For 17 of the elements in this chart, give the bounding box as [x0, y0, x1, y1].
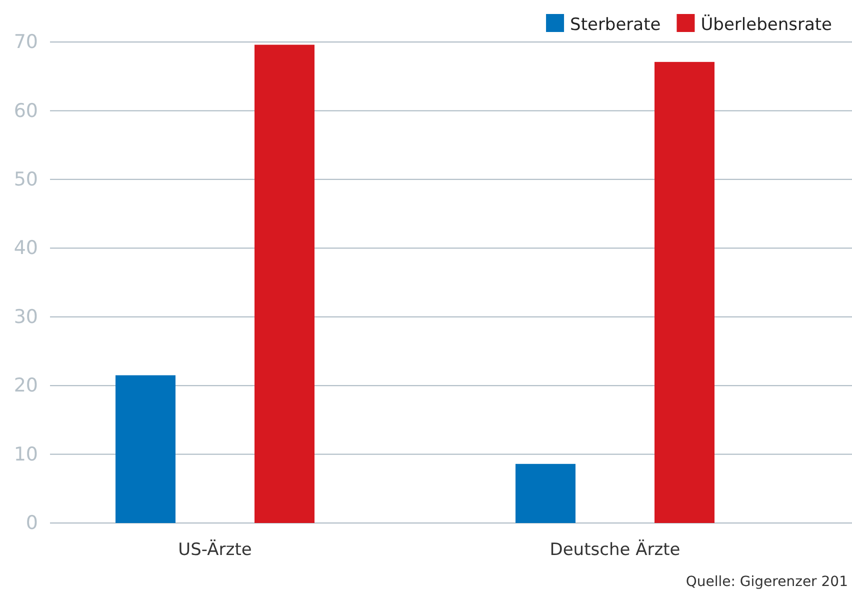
bar [254, 44, 314, 523]
x-tick-label: US-Ärzte [178, 539, 252, 560]
legend-label: Sterberate [570, 15, 661, 35]
y-tick-label: 10 [14, 443, 38, 466]
bar [116, 375, 176, 523]
y-tick-label: 20 [14, 374, 38, 397]
x-tick-label: Deutsche Ärzte [550, 539, 680, 560]
y-tick-label: 40 [14, 237, 38, 260]
y-tick-label: 0 [26, 512, 38, 534]
legend-label: Überlebensrate [700, 14, 832, 35]
source-note: Quelle: Gigerenzer 201 [686, 574, 848, 590]
y-tick-label: 60 [14, 100, 38, 122]
y-tick-label: 70 [14, 31, 38, 54]
bar [654, 62, 714, 523]
bar [516, 464, 576, 523]
y-tick-label: 50 [14, 168, 38, 191]
y-tick-label: 30 [14, 306, 38, 328]
